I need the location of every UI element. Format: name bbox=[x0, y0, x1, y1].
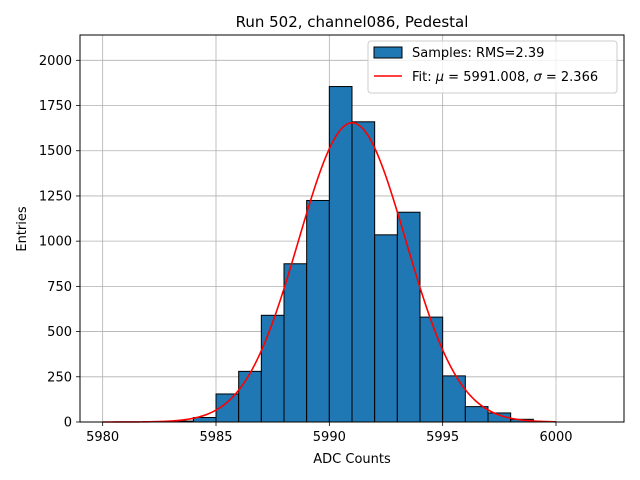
legend-fit-prefix: Fit: bbox=[412, 70, 436, 85]
y-tick-label: 1250 bbox=[39, 189, 72, 204]
y-tick-label: 250 bbox=[47, 370, 72, 385]
histogram-bar bbox=[464, 406, 489, 423]
plot-frame bbox=[79, 34, 625, 423]
x-tick-label: 6000 bbox=[539, 430, 572, 445]
legend-box bbox=[367, 40, 618, 94]
histogram-bar bbox=[396, 211, 421, 423]
histogram-bar bbox=[328, 86, 353, 423]
x-tick-label: 5990 bbox=[313, 430, 346, 445]
legend: Samples: RMS=2.39 Fit: μ = 5991.008, σ =… bbox=[367, 40, 618, 94]
histogram-bar bbox=[351, 121, 376, 423]
y-tick-label: 500 bbox=[47, 325, 72, 340]
legend-label-samples: Samples: RMS=2.39 bbox=[412, 46, 544, 61]
y-axis-label: Entries bbox=[15, 206, 30, 252]
fit-curve-group bbox=[102, 121, 557, 423]
histogram-bar bbox=[419, 316, 444, 423]
histogram-bar bbox=[283, 263, 308, 423]
y-tick-label: 1000 bbox=[39, 235, 72, 250]
legend-sigma-value: = 2.366 bbox=[542, 70, 598, 85]
chart-title: Run 502, channel086, Pedestal bbox=[236, 13, 469, 31]
x-tick-label: 5980 bbox=[86, 430, 119, 445]
fit-curve bbox=[102, 121, 557, 423]
x-tick-label: 5985 bbox=[199, 430, 232, 445]
histogram-bar bbox=[306, 199, 330, 423]
legend-label-fit: Fit: μ = 5991.008, σ = 2.366 bbox=[412, 70, 598, 85]
legend-swatch-samples bbox=[373, 46, 403, 59]
x-axis-label: ADC Counts bbox=[313, 452, 391, 467]
legend-mu-value: = 5991.008, bbox=[444, 70, 533, 85]
histogram-bar bbox=[442, 375, 466, 423]
legend-mu-symbol: μ bbox=[435, 70, 444, 85]
histogram-bar bbox=[260, 314, 285, 423]
y-tick-label: 0 bbox=[64, 416, 72, 431]
y-axis-ticks: 0 250 500 750 1000 1250 1500 1750 2000 bbox=[39, 54, 80, 431]
y-tick-label: 2000 bbox=[39, 54, 72, 69]
y-tick-label: 750 bbox=[47, 280, 72, 295]
y-tick-label: 1750 bbox=[39, 99, 72, 114]
x-tick-label: 5995 bbox=[426, 430, 459, 445]
plot-area: 5980 5985 5990 5995 6000 0 250 500 750 1000 1250 1… bbox=[39, 34, 625, 445]
histogram-bar bbox=[238, 370, 262, 423]
y-tick-label: 1500 bbox=[39, 144, 72, 159]
histogram-bars bbox=[170, 86, 534, 423]
x-axis-ticks: 5980 5985 5990 5995 6000 bbox=[86, 422, 573, 445]
histogram-bar bbox=[374, 234, 398, 423]
legend-sigma-symbol: σ bbox=[534, 70, 543, 85]
